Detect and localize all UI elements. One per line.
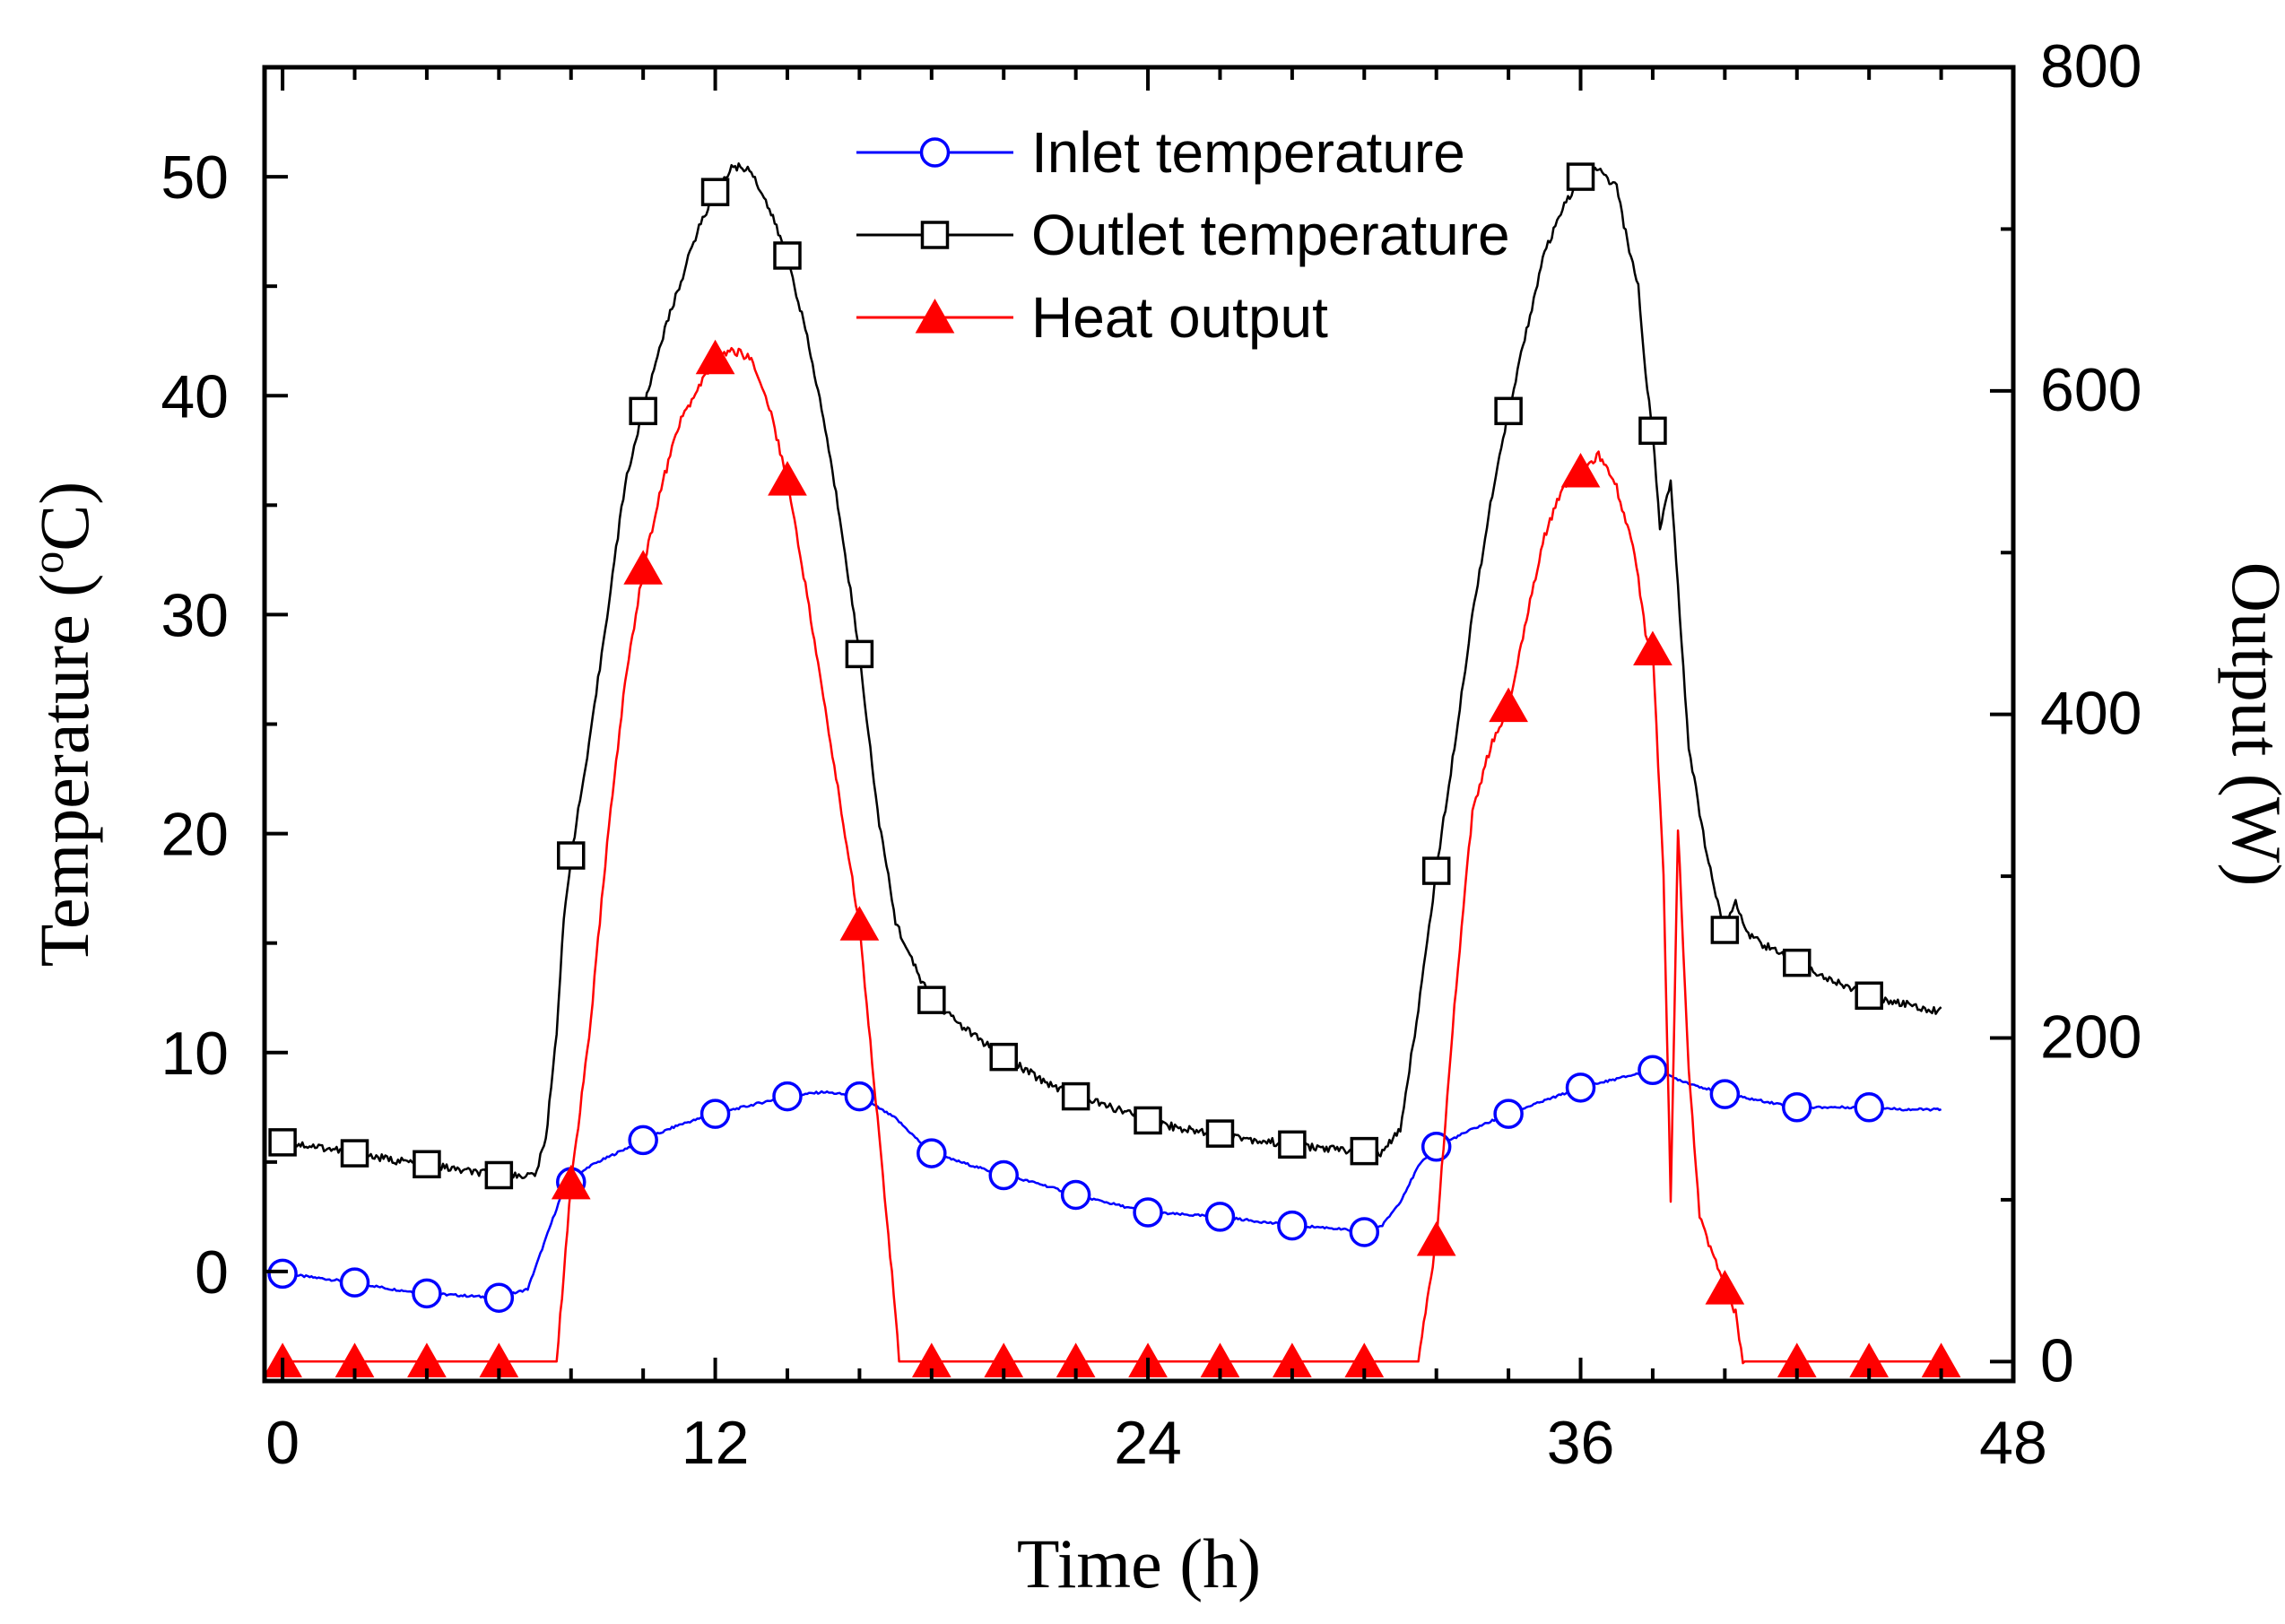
data-point — [623, 550, 664, 585]
data-point — [1782, 1092, 1812, 1123]
data-point — [340, 1139, 369, 1168]
data-point — [412, 1278, 442, 1309]
data-point — [1133, 1197, 1163, 1228]
data-point — [768, 461, 807, 496]
series-heat-output — [263, 339, 1961, 1377]
data-point — [988, 1159, 1019, 1191]
y-right-tick-label: 200 — [2040, 1003, 2142, 1072]
series-outlet-temperature — [268, 162, 1942, 1190]
data-point — [1134, 1106, 1162, 1135]
legend: Inlet temperature Outlet temperature Heat … — [856, 120, 1510, 350]
data-point — [1854, 1092, 1884, 1123]
data-point — [628, 1125, 658, 1156]
y-left-tick-label: 50 — [161, 143, 229, 212]
data-point — [484, 1160, 514, 1190]
data-point — [483, 1282, 515, 1313]
data-point — [1205, 1119, 1235, 1148]
data-point — [845, 639, 874, 669]
data-point — [1783, 948, 1811, 977]
y-left-tick-label: 10 — [161, 1020, 229, 1088]
x-tick-label: 24 — [1114, 1409, 1182, 1477]
x-tick-label: 48 — [1979, 1409, 2047, 1477]
data-point — [917, 1138, 947, 1168]
data-point — [1633, 630, 1672, 666]
data-point — [1421, 1131, 1452, 1162]
y-left-axis-title-prefix: Temperature ( — [25, 574, 103, 967]
axes-layer: 0 12 24 36 48 0 10 20 30 40 50 0 200 400 600 800 — [161, 32, 2142, 1477]
x-tick-label: 36 — [1547, 1409, 1615, 1477]
data-point — [773, 241, 802, 270]
legend-marker — [915, 298, 955, 334]
legend-label: Heat output — [1031, 285, 1328, 350]
y-left-axis-title-superscript: o — [22, 551, 73, 574]
data-point — [917, 986, 946, 1014]
data-point — [1565, 1073, 1596, 1103]
data-point — [1421, 856, 1451, 885]
series-line — [281, 162, 1942, 1181]
data-point — [699, 1099, 731, 1129]
data-point — [267, 1258, 298, 1290]
data-point — [1710, 916, 1740, 944]
y-left-tick-label: 20 — [161, 801, 229, 869]
legend-marker — [919, 137, 951, 168]
legend-entry: Heat output — [856, 285, 1328, 350]
data-point — [695, 339, 735, 375]
data-point — [1489, 687, 1528, 723]
data-point — [629, 396, 657, 426]
data-point — [700, 178, 730, 206]
y-left-tick-label: 40 — [161, 362, 229, 430]
data-point — [1350, 1136, 1379, 1166]
data-point — [1560, 453, 1601, 488]
y-right-tick-label: 800 — [2040, 32, 2142, 100]
data-point — [339, 1267, 370, 1298]
data-point — [413, 1150, 441, 1179]
y-right-axis-title: Output (W) — [2218, 562, 2285, 887]
data-point — [844, 1081, 875, 1112]
y-left-axis-title: Temperature (oC) — [22, 482, 103, 967]
data-point — [989, 1042, 1018, 1072]
legend-label: Outlet temperature — [1031, 203, 1510, 267]
legend-marker — [920, 221, 950, 249]
data-point — [1277, 1210, 1308, 1241]
data-point — [1349, 1217, 1380, 1247]
x-tick-label: 12 — [682, 1409, 750, 1477]
legend-entry: Outlet temperature — [856, 203, 1510, 267]
legend-label: Inlet temperature — [1031, 120, 1465, 185]
x-axis-title: Time (h) — [1017, 1524, 1261, 1602]
series-line — [282, 346, 1942, 1365]
data-point — [557, 841, 586, 870]
x-tick-label: 0 — [265, 1409, 300, 1477]
data-point — [1638, 1055, 1668, 1086]
data-point — [1060, 1179, 1091, 1211]
y-right-tick-label: 400 — [2040, 680, 2142, 748]
series-layer — [263, 162, 1961, 1377]
data-point — [1638, 416, 1667, 446]
data-point — [772, 1081, 803, 1112]
data-point — [1493, 1099, 1524, 1129]
data-point — [1855, 981, 1883, 1011]
data-point — [551, 1164, 591, 1200]
data-point — [839, 906, 880, 941]
data-point — [268, 1128, 297, 1157]
data-point — [1705, 1270, 1745, 1305]
data-point — [1061, 1081, 1090, 1111]
y-right-tick-label: 600 — [2040, 356, 2142, 424]
y-left-tick-label: 0 — [195, 1238, 229, 1307]
legend-entry: Inlet temperature — [856, 120, 1465, 185]
data-point — [1278, 1130, 1307, 1159]
data-point — [1204, 1202, 1236, 1232]
y-left-axis-title-suffix: C) — [25, 482, 103, 551]
data-point — [1416, 1221, 1456, 1256]
data-point — [1494, 396, 1523, 426]
series-inlet-temperature — [267, 1055, 1942, 1313]
y-left-tick-label: 30 — [161, 581, 229, 649]
data-point — [1566, 162, 1595, 191]
data-point — [1709, 1079, 1741, 1109]
y-right-tick-label: 0 — [2040, 1326, 2074, 1394]
